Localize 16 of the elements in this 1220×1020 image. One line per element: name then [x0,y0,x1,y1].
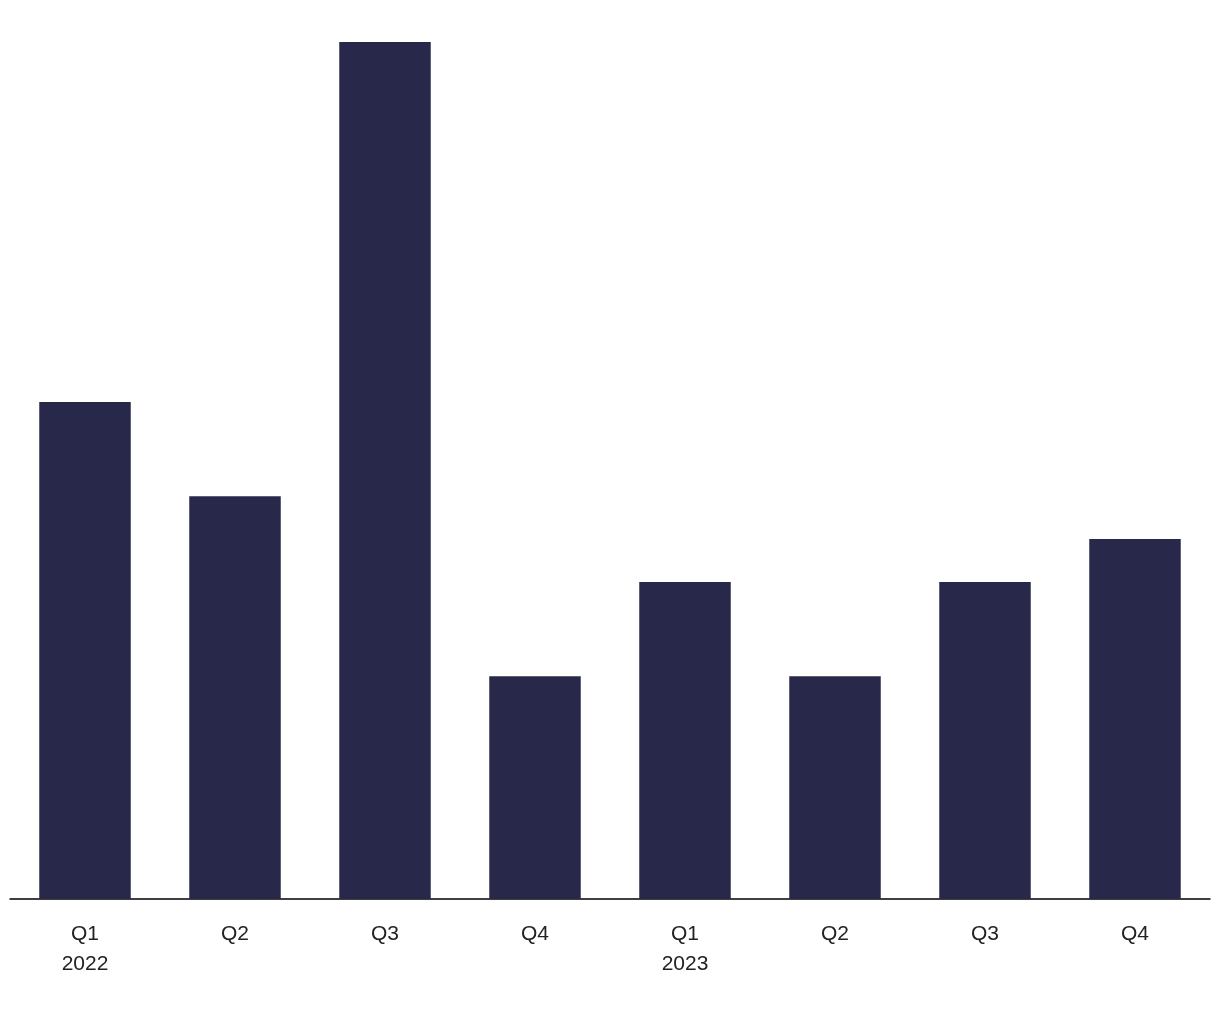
x-tick-label: Q1 2022 [61,920,109,974]
bar [489,676,581,899]
bar [939,581,1031,899]
x-tick-label: Q1 2023 [661,920,709,974]
bar [39,401,131,899]
bar [339,42,431,899]
x-tick-label: Q3 [970,920,1000,944]
bar [189,496,281,899]
bar [789,676,881,899]
x-tick-label: Q4 [1120,920,1150,944]
x-tick-label: Q2 [220,920,250,944]
bar [1089,539,1181,899]
x-tick-label: Q2 [820,920,850,944]
x-tick-label: Q4 [520,920,550,944]
x-tick-label: Q3 [370,920,400,944]
bar [639,581,731,899]
